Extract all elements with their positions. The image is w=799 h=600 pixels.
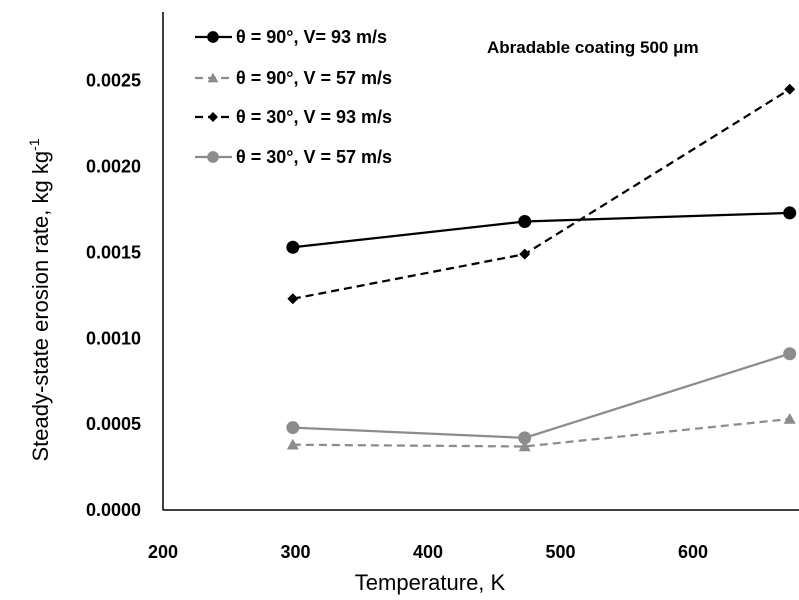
legend: θ = 90°, V= 93 m/s θ = 90°, V = 57 m/s θ =…	[195, 27, 392, 167]
y-tick-label: 0.0010	[86, 328, 141, 348]
series-line	[292, 417, 790, 448]
data-point	[519, 248, 531, 260]
y-axis-title-sup: -1	[26, 138, 42, 151]
legend-item: θ = 90°, V = 57 m/s	[195, 68, 392, 88]
data-point	[287, 293, 299, 305]
legend-swatch-marker	[207, 72, 219, 83]
series-4	[286, 347, 797, 445]
legend-label: θ = 30°, V = 57 m/s	[236, 147, 392, 167]
series-1	[286, 206, 797, 254]
x-tick-label: 200	[148, 542, 178, 562]
data-point	[783, 206, 797, 220]
y-tick-label: 0.0000	[86, 500, 141, 520]
axes	[162, 12, 799, 511]
legend-item: θ = 30°, V = 93 m/s	[195, 107, 392, 127]
legend-swatch-marker	[207, 151, 219, 163]
data-point	[783, 412, 796, 424]
y-tick-label: 0.0015	[86, 242, 141, 262]
legend-swatch-marker	[208, 112, 218, 122]
y-axis-title: Steady-state erosion rate, kg kg-1	[26, 138, 53, 461]
annotation: Abradable coating 500 μm	[487, 38, 699, 57]
legend-label: θ = 90°, V = 57 m/s	[236, 68, 392, 88]
data-point	[286, 240, 300, 254]
x-tick-label: 500	[545, 542, 575, 562]
data-point	[518, 215, 532, 229]
data-point	[518, 431, 532, 445]
y-tick-label: 0.0025	[86, 71, 141, 91]
legend-label: θ = 30°, V = 93 m/s	[236, 107, 392, 127]
data-point	[286, 421, 300, 435]
tick-labels: 200 300 400 500 600 0.0000 0.0005 0.0010 0.0015 0…	[86, 71, 708, 562]
legend-label: θ = 90°, V= 93 m/s	[236, 27, 387, 47]
data-point	[286, 438, 299, 450]
data-point	[783, 347, 797, 361]
y-tick-label: 0.0020	[86, 157, 141, 177]
x-tick-label: 600	[678, 542, 708, 562]
data-point	[784, 83, 796, 95]
series-3	[287, 83, 796, 305]
series-layer	[286, 83, 797, 452]
series-2	[286, 412, 796, 452]
y-axis-title-main: Steady-state erosion rate, kg kg	[28, 151, 53, 462]
legend-item: θ = 90°, V= 93 m/s	[195, 27, 387, 47]
legend-item: θ = 30°, V = 57 m/s	[195, 147, 392, 167]
x-tick-label: 300	[280, 542, 310, 562]
x-tick-label: 400	[413, 542, 443, 562]
series-line	[292, 352, 791, 440]
x-axis-title: Temperature, K	[355, 570, 506, 595]
series-line	[292, 211, 790, 249]
y-tick-label: 0.0005	[86, 414, 141, 434]
data-point	[518, 440, 531, 452]
legend-swatch-marker	[207, 31, 219, 43]
